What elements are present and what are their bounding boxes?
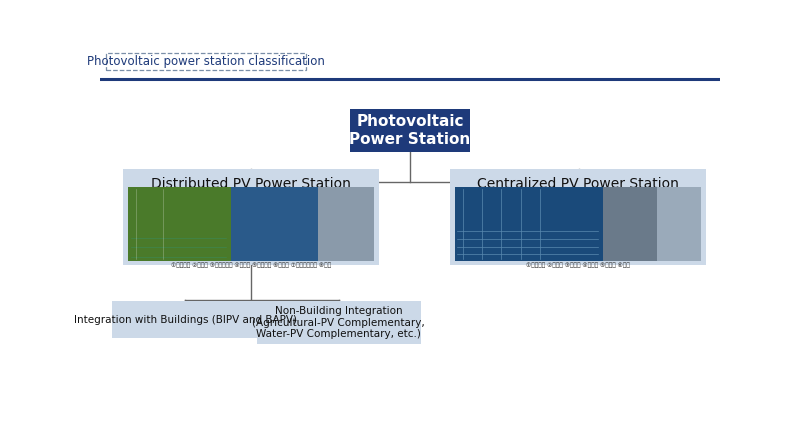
Text: ①光伏组件 ②汇流箱 ③光伏逆变器 ④变压器 ⑤并网开关 ⑥升压箱 ⑦光伏系统监控 ⑧电网: ①光伏组件 ②汇流箱 ③光伏逆变器 ④变压器 ⑤并网开关 ⑥升压箱 ⑦光伏系统监… (171, 262, 331, 268)
FancyBboxPatch shape (112, 302, 259, 338)
Text: Photovoltaic power station classification: Photovoltaic power station classificatio… (87, 55, 325, 68)
FancyBboxPatch shape (128, 187, 374, 260)
FancyBboxPatch shape (455, 187, 603, 260)
Text: Distributed PV Power Station: Distributed PV Power Station (151, 177, 351, 191)
FancyBboxPatch shape (123, 169, 379, 265)
FancyBboxPatch shape (257, 302, 421, 344)
Text: Centralized PV Power Station: Centralized PV Power Station (478, 177, 679, 191)
FancyBboxPatch shape (318, 187, 374, 260)
FancyBboxPatch shape (450, 169, 706, 265)
Text: Photovoltaic
Power Station: Photovoltaic Power Station (350, 114, 470, 146)
FancyBboxPatch shape (231, 187, 318, 260)
FancyBboxPatch shape (455, 187, 702, 260)
Text: Non-Building Integration
(Agricultural-PV Complementary,
Water-PV Complementary,: Non-Building Integration (Agricultural-P… (252, 306, 425, 340)
FancyBboxPatch shape (350, 109, 470, 152)
FancyBboxPatch shape (128, 187, 231, 260)
FancyBboxPatch shape (603, 187, 657, 260)
Text: ①光伏组件 ②汇流箱 ③逆变器 ④变压器 ⑤电表盘 ⑥电网: ①光伏组件 ②汇流箱 ③逆变器 ④变压器 ⑤电表盘 ⑥电网 (526, 262, 630, 268)
Text: Integration with Buildings (BIPV and BAPV): Integration with Buildings (BIPV and BAP… (74, 315, 297, 325)
FancyBboxPatch shape (657, 187, 702, 260)
